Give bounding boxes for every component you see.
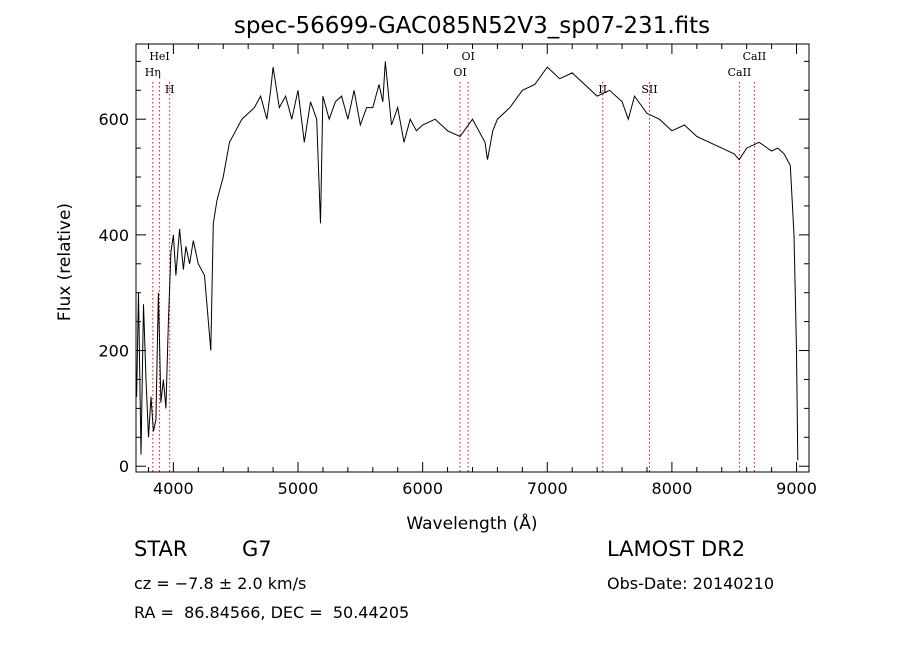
spectrum-series [136, 61, 799, 461]
spectral-line-markers: HeI Hη H OI OI II SII CaII CaII [145, 50, 767, 472]
plot-frame [135, 43, 810, 473]
line-marker-label: HeI [149, 50, 169, 63]
line-marker-label: CaII [743, 50, 767, 63]
plot-border [135, 43, 810, 473]
redshift-cz: cz = −7.8 ± 2.0 km/s [134, 574, 307, 593]
observation-date: Obs-Date: 20140210 [607, 574, 775, 593]
survey-name: LAMOST DR2 [607, 537, 746, 561]
line-marker-label: II [598, 83, 607, 96]
line-marker-label: OI [453, 66, 466, 79]
line-marker-label: SII [641, 83, 657, 96]
y-axis-ticks: 0 200 400 600 [98, 60, 809, 476]
y-tick-label: 200 [98, 342, 129, 361]
x-axis-ticks: 4000 5000 6000 7000 8000 9000 [147, 44, 817, 498]
x-tick-label: 5000 [278, 479, 319, 498]
line-marker-label: OI [461, 50, 474, 63]
coordinates: RA = 86.84566, DEC = 50.44205 [134, 603, 410, 622]
x-tick-label: 4000 [153, 479, 194, 498]
y-axis-label: Flux (relative) [55, 203, 75, 321]
x-tick-label: 7000 [527, 479, 568, 498]
object-class: STAR [134, 537, 188, 561]
object-subclass: G7 [242, 537, 272, 561]
spectrum-line-0 [136, 61, 799, 461]
chart-title: spec-56699-GAC085N52V3_sp07-231.fits [234, 13, 710, 39]
x-axis-label: Wavelength (Å) [406, 512, 537, 534]
x-tick-label: 6000 [402, 479, 443, 498]
y-tick-label: 0 [119, 457, 129, 476]
y-tick-label: 600 [98, 110, 129, 129]
line-marker-label: CaII [728, 66, 752, 79]
line-marker-label: Hη [145, 66, 161, 79]
line-marker-label: H [165, 83, 175, 96]
x-tick-label: 9000 [776, 479, 817, 498]
y-tick-label: 400 [98, 226, 129, 245]
x-tick-label: 8000 [652, 479, 693, 498]
